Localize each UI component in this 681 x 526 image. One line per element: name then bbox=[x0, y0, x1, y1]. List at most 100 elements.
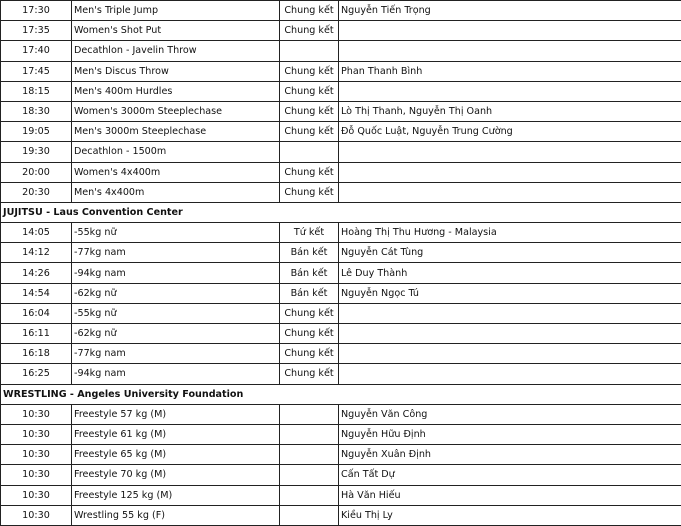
event-cell: Freestyle 125 kg (M) bbox=[72, 485, 280, 505]
athletes-cell bbox=[339, 162, 681, 182]
athletes-cell: Nguyễn Tiến Trọng bbox=[339, 1, 681, 21]
round-cell: Chung kết bbox=[280, 101, 339, 121]
event-cell: Decathlon - Javelin Throw bbox=[72, 41, 280, 61]
round-cell: Chung kết bbox=[280, 81, 339, 101]
athletes-cell: Lê Duy Thành bbox=[339, 263, 681, 283]
athletes-cell bbox=[339, 324, 681, 344]
event-cell: Women's Shot Put bbox=[72, 21, 280, 41]
round-cell bbox=[280, 41, 339, 61]
round-cell bbox=[280, 142, 339, 162]
athletes-cell: Lò Thị Thanh, Nguyễn Thị Oanh bbox=[339, 101, 681, 121]
time-cell: 16:18 bbox=[1, 344, 72, 364]
event-cell: Women's 4x400m bbox=[72, 162, 280, 182]
event-cell: Men's 3000m Steeplechase bbox=[72, 122, 280, 142]
time-cell: 10:30 bbox=[1, 424, 72, 444]
athletes-cell bbox=[339, 303, 681, 323]
event-cell: -94kg nam bbox=[72, 364, 280, 384]
time-cell: 20:30 bbox=[1, 182, 72, 202]
event-cell: Wrestling 55 kg (F) bbox=[72, 505, 280, 525]
time-cell: 14:12 bbox=[1, 243, 72, 263]
event-cell: Men's 400m Hurdles bbox=[72, 81, 280, 101]
event-cell: Men's Discus Throw bbox=[72, 61, 280, 81]
athletes-cell: Hoàng Thị Thu Hương - Malaysia bbox=[339, 223, 681, 243]
athletes-cell bbox=[339, 21, 681, 41]
time-cell: 10:30 bbox=[1, 404, 72, 424]
athletes-cell: Kiều Thị Ly bbox=[339, 505, 681, 525]
athletes-cell: Nguyễn Ngọc Tú bbox=[339, 283, 681, 303]
time-cell: 18:15 bbox=[1, 81, 72, 101]
athletes-cell: Nguyễn Xuân Định bbox=[339, 445, 681, 465]
round-cell: Chung kết bbox=[280, 303, 339, 323]
time-cell: 19:30 bbox=[1, 142, 72, 162]
round-cell: Chung kết bbox=[280, 364, 339, 384]
event-cell: Freestyle 61 kg (M) bbox=[72, 424, 280, 444]
time-cell: 18:30 bbox=[1, 101, 72, 121]
round-cell: Chung kết bbox=[280, 61, 339, 81]
event-cell: Women's 3000m Steeplechase bbox=[72, 101, 280, 121]
event-cell: -94kg nam bbox=[72, 263, 280, 283]
event-cell: -77kg nam bbox=[72, 344, 280, 364]
round-cell: Bán kết bbox=[280, 283, 339, 303]
round-cell: Bán kết bbox=[280, 243, 339, 263]
event-cell: Decathlon - 1500m bbox=[72, 142, 280, 162]
time-cell: 17:40 bbox=[1, 41, 72, 61]
event-cell: -55kg nữ bbox=[72, 223, 280, 243]
athletes-cell: Cấn Tất Dự bbox=[339, 465, 681, 485]
round-cell: Bán kết bbox=[280, 263, 339, 283]
time-cell: 10:30 bbox=[1, 485, 72, 505]
round-cell bbox=[280, 485, 339, 505]
round-cell: Tứ kết bbox=[280, 223, 339, 243]
time-cell: 14:05 bbox=[1, 223, 72, 243]
time-cell: 16:04 bbox=[1, 303, 72, 323]
event-cell: -55kg nữ bbox=[72, 303, 280, 323]
athletes-cell bbox=[339, 344, 681, 364]
event-cell: -62kg nữ bbox=[72, 324, 280, 344]
time-cell: 16:11 bbox=[1, 324, 72, 344]
round-cell: Chung kết bbox=[280, 1, 339, 21]
time-cell: 10:30 bbox=[1, 465, 72, 485]
event-cell: -77kg nam bbox=[72, 243, 280, 263]
section-header-row: JUJITSU - Laus Convention Center bbox=[1, 202, 681, 222]
athletes-cell bbox=[339, 364, 681, 384]
round-cell: Chung kết bbox=[280, 21, 339, 41]
round-cell bbox=[280, 404, 339, 424]
time-cell: 10:30 bbox=[1, 445, 72, 465]
time-cell: 20:00 bbox=[1, 162, 72, 182]
athletes-cell: Phan Thanh Bình bbox=[339, 61, 681, 81]
athletes-cell bbox=[339, 182, 681, 202]
time-cell: 17:30 bbox=[1, 1, 72, 21]
event-cell: Freestyle 70 kg (M) bbox=[72, 465, 280, 485]
round-cell: Chung kết bbox=[280, 344, 339, 364]
athletes-cell bbox=[339, 142, 681, 162]
time-cell: 17:45 bbox=[1, 61, 72, 81]
section-header-row: WRESTLING - Angeles University Foundatio… bbox=[1, 384, 681, 404]
athletes-cell: Nguyễn Văn Công bbox=[339, 404, 681, 424]
athletes-cell bbox=[339, 81, 681, 101]
athletes-cell: Hà Văn Hiếu bbox=[339, 485, 681, 505]
section-title: WRESTLING - Angeles University Foundatio… bbox=[1, 384, 681, 404]
time-cell: 14:26 bbox=[1, 263, 72, 283]
athletes-cell: Nguyễn Cát Tùng bbox=[339, 243, 681, 263]
round-cell bbox=[280, 505, 339, 525]
time-cell: 10:30 bbox=[1, 505, 72, 525]
time-cell: 16:25 bbox=[1, 364, 72, 384]
